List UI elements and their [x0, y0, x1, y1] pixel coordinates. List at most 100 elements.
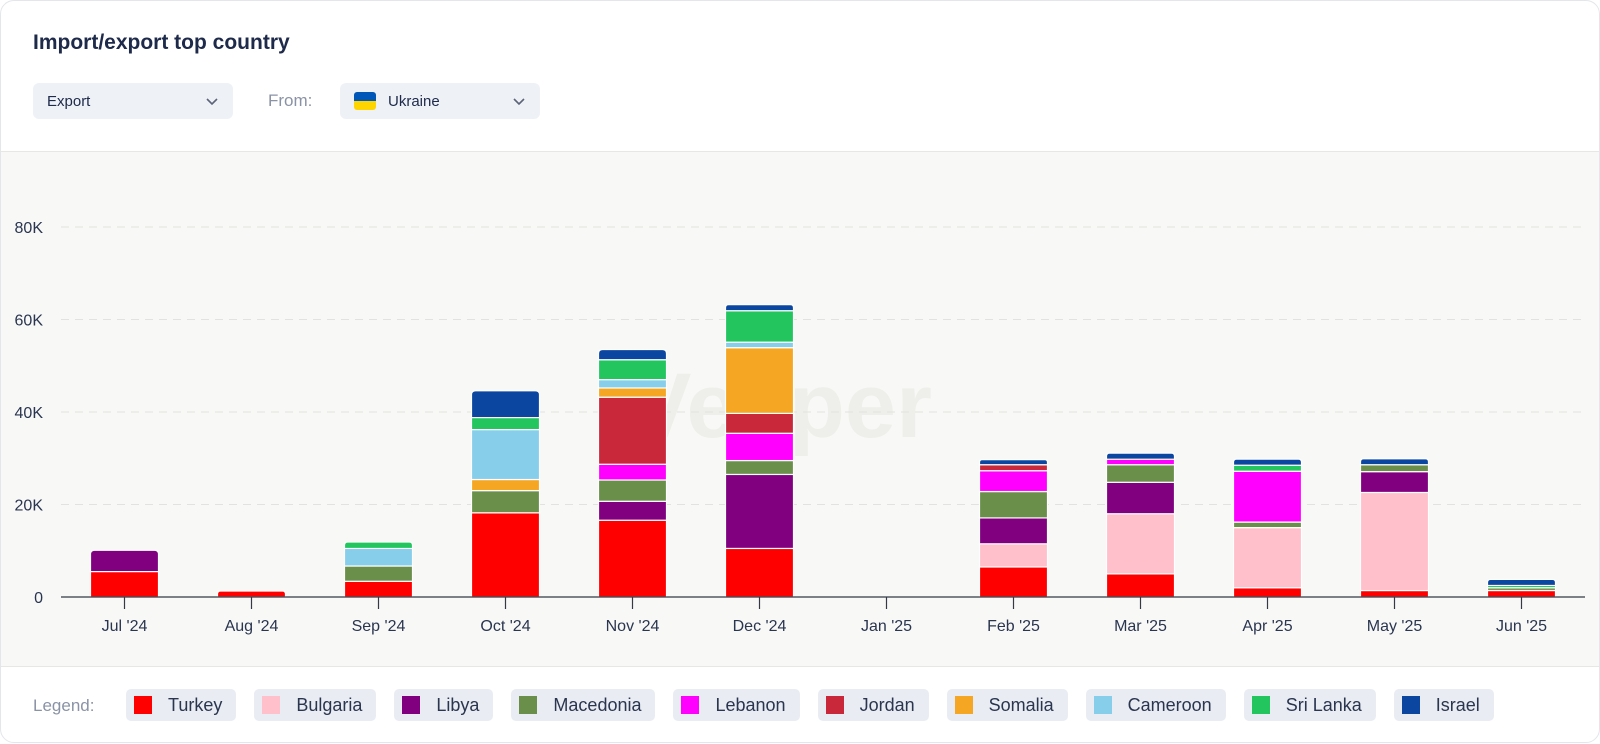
legend-item-label: Somalia [988, 694, 1054, 715]
legend-item-lebanon[interactable]: Lebanon [673, 689, 800, 721]
legend-swatch [681, 696, 700, 714]
legend: Legend: Turkey Bulgaria Libya Macedonia Leba… [1, 685, 1599, 725]
bar-segment-libya[interactable] [1359, 471, 1430, 494]
bar-segment-macedonia[interactable] [724, 459, 795, 476]
x-tick-label: Dec '24 [733, 618, 787, 635]
country-select[interactable]: Ukraine [340, 83, 540, 119]
bar-segment-macedonia[interactable] [343, 565, 414, 582]
bar-segment-turkey[interactable] [724, 547, 795, 598]
bar-segment-sri-lanka[interactable] [1232, 464, 1303, 472]
y-tick-label: 20K [15, 498, 44, 515]
bar-segment-israel[interactable] [470, 390, 541, 419]
legend-item-cameroon[interactable]: Cameroon [1085, 689, 1226, 721]
bar-segment-turkey[interactable] [1105, 573, 1176, 598]
legend-item-somalia[interactable]: Somalia [946, 689, 1068, 721]
bar-segment-sri-lanka[interactable] [470, 416, 541, 431]
bar-segment-macedonia[interactable] [597, 479, 668, 502]
bar-segment-jordan[interactable] [597, 396, 668, 465]
y-tick-label: 0 [34, 590, 43, 607]
ukraine-flag-icon [354, 92, 376, 110]
bar-segment-lebanon[interactable] [1232, 470, 1303, 523]
x-tick-label: Feb '25 [987, 618, 1040, 635]
bar-segment-israel[interactable] [1232, 458, 1303, 466]
bar-segment-turkey[interactable] [1359, 589, 1430, 598]
x-tick-label: Sep '24 [352, 618, 406, 635]
bar-segment-turkey[interactable] [216, 590, 287, 598]
x-tick-label: Apr '25 [1242, 618, 1292, 635]
legend-item-israel[interactable]: Israel [1393, 689, 1494, 721]
legend-item-label: Macedonia [553, 694, 642, 715]
bar-segment-turkey[interactable] [1232, 587, 1303, 598]
legend-swatch [1251, 696, 1270, 714]
bar-segment-turkey[interactable] [1486, 589, 1557, 598]
bar-segment-jordan[interactable] [724, 412, 795, 434]
bar-segment-somalia[interactable] [724, 347, 795, 414]
country-value: Ukraine [388, 92, 440, 110]
legend-swatch [954, 696, 973, 714]
bar-segment-macedonia[interactable] [1105, 464, 1176, 483]
bar-segment-israel[interactable] [978, 459, 1049, 466]
x-tick-label: May '25 [1367, 618, 1423, 635]
legend-swatch [134, 696, 152, 714]
bar-segment-israel[interactable] [724, 304, 795, 312]
legend-items: Turkey Bulgaria Libya Macedonia Lebanon Jorda… [126, 689, 1512, 721]
bar-segment-somalia[interactable] [597, 387, 668, 398]
bar-segment-libya[interactable] [1105, 481, 1176, 515]
bar-segment-bulgaria[interactable] [978, 543, 1049, 568]
legend-item-bulgaria[interactable]: Bulgaria [254, 689, 377, 721]
bar-segment-cameroon[interactable] [343, 547, 414, 567]
bar-segment-macedonia[interactable] [470, 490, 541, 514]
card-title: Import/export top country [33, 31, 290, 54]
bar-segment-lebanon[interactable] [724, 432, 795, 462]
legend-swatch [825, 696, 844, 714]
bar-segment-macedonia[interactable] [978, 490, 1049, 519]
x-tick-label: Jan '25 [861, 618, 912, 635]
bar-segment-cameroon[interactable] [724, 341, 795, 349]
bar-segment-turkey[interactable] [978, 566, 1049, 598]
bar-segment-bulgaria[interactable] [1105, 513, 1176, 575]
legend-item-label: Sri Lanka [1285, 694, 1362, 715]
bar-segment-cameroon[interactable] [470, 428, 541, 481]
bar-segment-libya[interactable] [978, 517, 1049, 545]
bar-segment-macedonia[interactable] [1359, 464, 1430, 473]
legend-swatch [402, 696, 421, 714]
bar-segment-lebanon[interactable] [597, 463, 668, 481]
legend-item-macedonia[interactable]: Macedonia [511, 689, 656, 721]
x-tick-label: Jun '25 [1496, 618, 1547, 635]
bar-segment-turkey[interactable] [89, 570, 160, 598]
bar-segment-turkey[interactable] [343, 580, 414, 598]
bar-segment-macedonia[interactable] [1232, 521, 1303, 529]
legend-item-jordan[interactable]: Jordan [817, 689, 929, 721]
bar-segment-israel[interactable] [1486, 578, 1557, 587]
trade-mode-value: Export [47, 92, 91, 110]
legend-item-label: Jordan [859, 694, 915, 715]
bar-segment-sri-lanka[interactable] [597, 359, 668, 381]
legend-item-label: Libya [436, 694, 480, 715]
legend-item-libya[interactable]: Libya [394, 689, 494, 721]
bar-segment-jordan[interactable] [978, 464, 1049, 472]
x-tick-label: Jul '24 [102, 618, 148, 635]
chevron-down-icon [206, 98, 218, 106]
bar-segment-libya[interactable] [89, 549, 160, 573]
bar-segment-lebanon[interactable] [1105, 458, 1176, 466]
bar-segment-israel[interactable] [1105, 452, 1176, 460]
legend-item-sri-lanka[interactable]: Sri Lanka [1243, 689, 1376, 721]
bar-segment-libya[interactable] [597, 500, 668, 521]
bar-segment-cameroon[interactable] [597, 379, 668, 389]
bar-segment-turkey[interactable] [470, 512, 541, 598]
bar-segment-sri-lanka[interactable] [343, 541, 414, 550]
bar-segment-sri-lanka[interactable] [724, 310, 795, 343]
bar-segment-bulgaria[interactable] [1359, 491, 1430, 592]
trade-mode-select[interactable]: Export [33, 83, 233, 119]
bar-segment-israel[interactable] [597, 348, 668, 361]
bar-segment-turkey[interactable] [597, 519, 668, 598]
bar-segment-lebanon[interactable] [978, 470, 1049, 493]
bar-segment-somalia[interactable] [470, 478, 541, 492]
legend-item-turkey[interactable]: Turkey [126, 689, 237, 721]
x-tick-label: Nov '24 [606, 618, 660, 635]
bar-segment-israel[interactable] [1359, 458, 1430, 466]
bar-segment-bulgaria[interactable] [1232, 527, 1303, 589]
bar-segment-libya[interactable] [724, 473, 795, 550]
legend-label: Legend: [33, 696, 95, 715]
